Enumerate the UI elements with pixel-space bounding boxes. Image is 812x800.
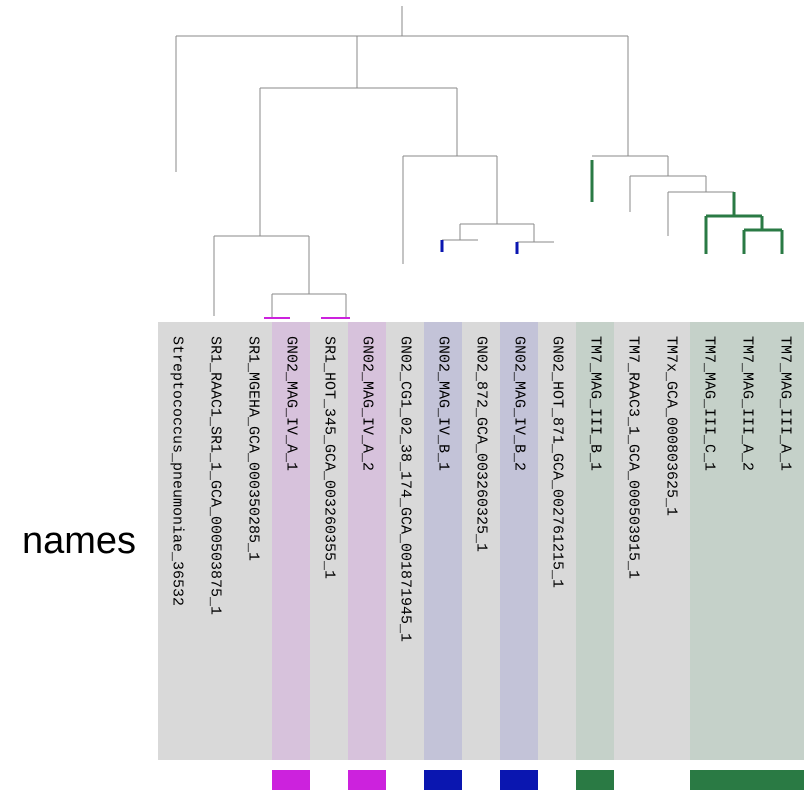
row-label-names: names xyxy=(22,520,137,562)
leaf-label: TM7_RAAC3_1_GCA_000503915_1 xyxy=(624,336,642,580)
leaf-label: TM7_MAG_III_C_1 xyxy=(700,336,718,472)
leaf-column: GN02_MAG_IV_A_1 xyxy=(272,322,310,760)
group-swatch-magenta xyxy=(348,770,386,790)
leaf-label: SR1_RAAC1_SR1_1_GCA_000503875_1 xyxy=(206,336,224,616)
leaf-column: SR1_RAAC1_SR1_1_GCA_000503875_1 xyxy=(196,322,234,760)
leaf-column: GN02_HOT_871_GCA_002761215_1 xyxy=(538,322,576,760)
group-swatch-blue xyxy=(424,770,462,790)
leaf-column: GN02_MAG_IV_A_2 xyxy=(348,322,386,760)
leaf-label: SR1_HOT_345_GCA_003260355_1 xyxy=(320,336,338,580)
leaf-label: TM7_MAG_III_A_2 xyxy=(738,336,756,472)
leaf-column: TM7_MAG_III_C_1 xyxy=(690,322,728,760)
leaf-label: SR1_MGEHA_GCA_000350285_1 xyxy=(244,336,262,562)
leaf-column: TM7_MAG_III_B_1 xyxy=(576,322,614,760)
leaf-column: TM7_MAG_III_A_2 xyxy=(728,322,766,760)
leaf-column: GN02_CG1_02_38_174_GCA_001871945_1 xyxy=(386,322,424,760)
leaf-column: SR1_MGEHA_GCA_000350285_1 xyxy=(234,322,272,760)
leaf-label: GN02_CG1_02_38_174_GCA_001871945_1 xyxy=(396,336,414,643)
leaf-label: GN02_MAG_IV_B_1 xyxy=(434,336,452,472)
leaf-column: TM7x_GCA_000803625_1 xyxy=(652,322,690,760)
leaf-column: GN02_MAG_IV_B_1 xyxy=(424,322,462,760)
group-swatch-blue xyxy=(500,770,538,790)
leaf-label: GN02_MAG_IV_B_2 xyxy=(510,336,528,472)
leaf-label: TM7x_GCA_000803625_1 xyxy=(662,336,680,517)
leaf-label: GN02_HOT_871_GCA_002761215_1 xyxy=(548,336,566,589)
leaf-column: GN02_MAG_IV_B_2 xyxy=(500,322,538,760)
leaf-label: GN02_872_GCA_003260325_1 xyxy=(472,336,490,553)
group-swatch-green xyxy=(690,770,804,790)
leaf-column: SR1_HOT_345_GCA_003260355_1 xyxy=(310,322,348,760)
leaf-label: GN02_MAG_IV_A_2 xyxy=(358,336,376,472)
leaf-column: TM7_MAG_III_A_1 xyxy=(766,322,804,760)
leaf-label: TM7_MAG_III_B_1 xyxy=(586,336,604,472)
leaf-column: Streptococcus_pneumoniae_36532 xyxy=(158,322,196,760)
leaf-label: Streptococcus_pneumoniae_36532 xyxy=(168,336,186,607)
leaf-label: TM7_MAG_III_A_1 xyxy=(776,336,794,472)
group-swatch-green xyxy=(576,770,614,790)
leaf-label: GN02_MAG_IV_A_1 xyxy=(282,336,300,472)
group-swatch-magenta xyxy=(272,770,310,790)
leaf-column: TM7_RAAC3_1_GCA_000503915_1 xyxy=(614,322,652,760)
leaf-column: GN02_872_GCA_003260325_1 xyxy=(462,322,500,760)
